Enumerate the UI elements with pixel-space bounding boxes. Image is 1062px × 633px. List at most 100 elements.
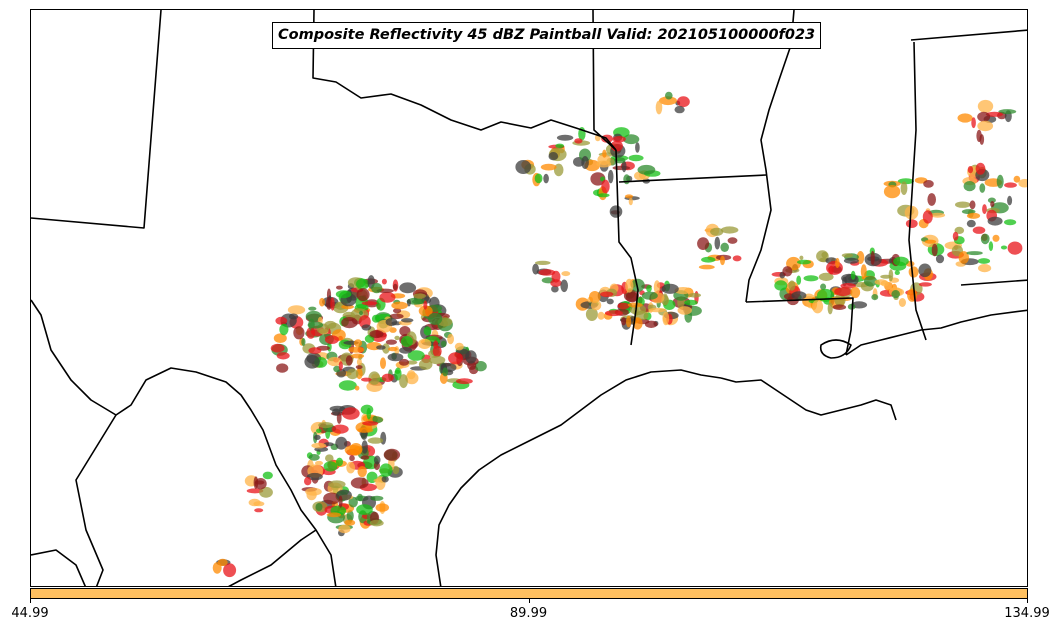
paintball-blob [972, 226, 986, 234]
paintball-blob [975, 162, 986, 175]
paintball-blob [931, 243, 938, 257]
paintball-blob [315, 460, 323, 466]
paintball-blob [927, 193, 936, 206]
paintball-blob [971, 117, 976, 129]
paintball-blob [581, 156, 589, 169]
paintball-blob [602, 149, 607, 158]
paintball-blob [996, 174, 1004, 189]
paintball-blob [924, 239, 937, 244]
paintball-blob [1000, 245, 1008, 250]
paintball-blob [894, 270, 900, 276]
paintball-blob [990, 201, 995, 208]
paintball-blob [359, 310, 363, 316]
state-boundary-ar-south [618, 174, 767, 183]
paintball-blob [400, 336, 413, 347]
paintball-blob [538, 269, 556, 276]
paintball-blob [474, 361, 487, 372]
paintball-blob [952, 231, 959, 241]
paintball-blob [293, 326, 305, 340]
paintball-blob [407, 350, 425, 361]
coastline-louisiana [720, 377, 897, 421]
paintball-blob [628, 197, 633, 206]
paintball-blob [1007, 195, 1013, 206]
colorbar-tick-mark [1027, 599, 1028, 603]
paintball-blob [627, 302, 643, 308]
paintball-blob [635, 142, 640, 153]
paintball-blob [923, 180, 934, 188]
paintball-blob [628, 154, 644, 162]
paintball-blob [1013, 175, 1021, 183]
paintball-blob [979, 183, 986, 193]
paintball-blob [630, 278, 645, 292]
paintball-blob [381, 475, 389, 483]
paintball-blob [447, 333, 454, 345]
paintball-blob [556, 134, 574, 141]
paintball-blob [624, 194, 634, 199]
paintball-blob [609, 205, 623, 218]
paintball-blob [346, 368, 359, 380]
state-boundary-ms-al [908, 41, 927, 341]
coastline-texas [435, 369, 722, 586]
paintball-blob [389, 313, 404, 320]
paintball-blob [369, 330, 384, 339]
paintball-blob [465, 350, 477, 364]
paintball-blob [427, 312, 443, 325]
paintball-blob [366, 407, 371, 420]
paintball-blob [659, 96, 677, 106]
paintball-blob [688, 293, 701, 298]
paintball-blob [888, 269, 894, 282]
paintball-blob [383, 448, 401, 461]
paintball-blob [355, 365, 363, 370]
paintball-blob [677, 96, 690, 108]
paintball-blob [732, 255, 742, 262]
paintball-blob [980, 233, 990, 245]
paintball-blob [644, 320, 658, 328]
paintball-blob [607, 169, 614, 184]
paintball-blob [327, 356, 342, 367]
paintball-blob [827, 302, 833, 315]
paintball-blob [646, 285, 652, 293]
paintball-blob [361, 301, 378, 306]
colorbar [30, 588, 1028, 599]
paintball-blob [883, 185, 901, 199]
paintball-blob [918, 263, 932, 278]
paintball-blob [369, 519, 384, 527]
colorbar-tick-label: 134.99 [1004, 606, 1050, 621]
map-canvas [31, 10, 1027, 586]
paintball-blob [379, 463, 393, 477]
paintball-blob [353, 339, 363, 347]
paintball-blob [930, 212, 946, 218]
paintball-blob [385, 339, 397, 345]
state-boundary-nm-north [31, 10, 162, 229]
paintball-blob [308, 347, 322, 354]
paintball-blob [590, 172, 606, 186]
paintball-blob [976, 129, 982, 142]
paintball-blob [270, 343, 285, 353]
paintball-blob [275, 316, 288, 325]
paintball-blob [406, 360, 418, 365]
paintball-blob [966, 251, 983, 256]
paintball-blob [319, 297, 325, 307]
paintball-blob [977, 99, 994, 113]
paintball-blob [727, 237, 738, 244]
state-boundary-la-ms [745, 297, 854, 356]
paintball-blob [336, 489, 352, 501]
paintball-blob [412, 299, 427, 305]
paintball-blob [720, 255, 725, 266]
paintball-blob [891, 290, 900, 299]
paintball-blob [350, 477, 369, 489]
paintball-blob [315, 503, 323, 511]
paintball-blob [371, 314, 380, 323]
paintball-blob [834, 293, 846, 307]
paintball-blob [850, 286, 861, 299]
paintball-blob [323, 461, 338, 472]
paintball-blob [714, 236, 721, 250]
paintball-blob [351, 353, 365, 359]
paintball-blob [967, 166, 974, 174]
paintball-blob [597, 311, 605, 320]
paintball-blob [433, 340, 439, 349]
paintball-blob [398, 358, 410, 366]
paintball-blob [625, 292, 639, 303]
paintball-blob [288, 313, 299, 320]
paintball-blob [966, 219, 976, 228]
